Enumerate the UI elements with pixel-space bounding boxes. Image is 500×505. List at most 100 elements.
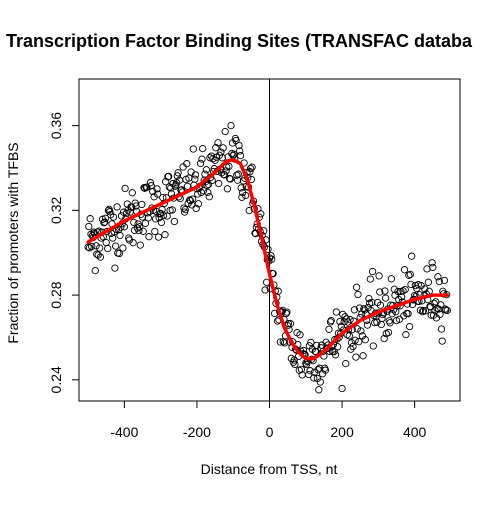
data-point (345, 332, 353, 340)
data-point (184, 199, 192, 207)
data-point (168, 206, 176, 214)
y-tick-label: 0.36 (48, 112, 64, 139)
data-point (441, 305, 449, 313)
data-point (395, 315, 404, 323)
data-point (173, 172, 181, 180)
data-point (380, 334, 388, 343)
data-point (354, 290, 362, 299)
data-point (204, 180, 213, 189)
data-point (94, 251, 102, 259)
data-point (414, 281, 422, 289)
plot-area (84, 79, 451, 401)
data-point (121, 184, 129, 193)
data-point (360, 305, 368, 313)
data-point (440, 276, 449, 285)
data-point (116, 231, 124, 240)
data-point (100, 219, 108, 227)
x-axis: -400 -200 0 200 400 (110, 400, 427, 440)
data-point (350, 306, 359, 314)
data-point (401, 285, 409, 294)
data-point (86, 215, 94, 223)
data-point (203, 181, 211, 190)
x-tick-label: 400 (403, 424, 427, 440)
data-point (113, 203, 121, 211)
data-point (436, 310, 444, 318)
data-point (233, 171, 241, 179)
data-point (286, 320, 295, 328)
data-point (338, 384, 346, 393)
data-point (161, 231, 169, 239)
data-point (346, 316, 354, 324)
data-point (106, 208, 114, 216)
data-point (120, 223, 129, 231)
data-point (375, 272, 383, 280)
data-point (344, 318, 352, 326)
data-point (421, 285, 429, 293)
data-point (327, 316, 335, 325)
data-point (135, 223, 144, 231)
data-point (174, 169, 182, 177)
data-point (223, 185, 232, 193)
data-point (186, 197, 195, 205)
data-point (419, 307, 428, 315)
data-point (136, 241, 144, 249)
data-point (104, 206, 113, 215)
x-tick-label: -200 (183, 424, 211, 440)
data-point (406, 270, 414, 279)
x-tick-label: -400 (110, 424, 138, 440)
data-point (217, 148, 225, 156)
data-point (384, 328, 393, 337)
data-point (96, 244, 104, 252)
data-point (221, 127, 229, 136)
data-point (191, 175, 199, 183)
data-point (315, 386, 323, 394)
data-point (321, 366, 330, 374)
data-point (421, 307, 430, 315)
data-point (438, 337, 446, 345)
data-point (434, 273, 442, 281)
data-point (307, 338, 315, 347)
data-point (196, 159, 205, 168)
data-point (170, 217, 179, 226)
data-point (155, 214, 163, 222)
data-point (302, 360, 311, 369)
data-point (306, 367, 314, 375)
data-point (405, 271, 413, 279)
data-point (347, 339, 356, 347)
data-point (109, 213, 118, 221)
data-point (167, 190, 176, 198)
data-point (186, 196, 194, 204)
data-point (84, 243, 92, 251)
data-point (351, 336, 359, 344)
data-point (363, 321, 372, 329)
data-point (225, 162, 233, 171)
data-point (359, 352, 367, 360)
data-point (282, 309, 290, 318)
data-point (91, 266, 99, 275)
data-point (361, 336, 369, 344)
data-point (310, 374, 318, 382)
data-point (437, 301, 445, 309)
data-point (191, 171, 200, 179)
data-point (157, 218, 166, 227)
data-point (236, 147, 244, 155)
data-point (296, 331, 304, 339)
data-point (171, 182, 179, 190)
data-point (290, 356, 298, 364)
data-point (238, 193, 246, 201)
data-point (428, 259, 436, 267)
data-point (331, 351, 340, 359)
data-point (355, 338, 363, 346)
data-point (381, 294, 390, 302)
data-point (241, 191, 250, 200)
y-tick-label: 0.32 (48, 197, 64, 224)
data-point (387, 275, 396, 283)
data-point (204, 188, 212, 197)
chart-title: Transcription Factor Binding Sites (TRAN… (6, 31, 473, 51)
data-point (246, 168, 254, 176)
data-point (386, 319, 394, 327)
data-point (202, 166, 211, 174)
x-axis-label: Distance from TSS, nt (201, 461, 338, 477)
data-point (101, 218, 109, 226)
